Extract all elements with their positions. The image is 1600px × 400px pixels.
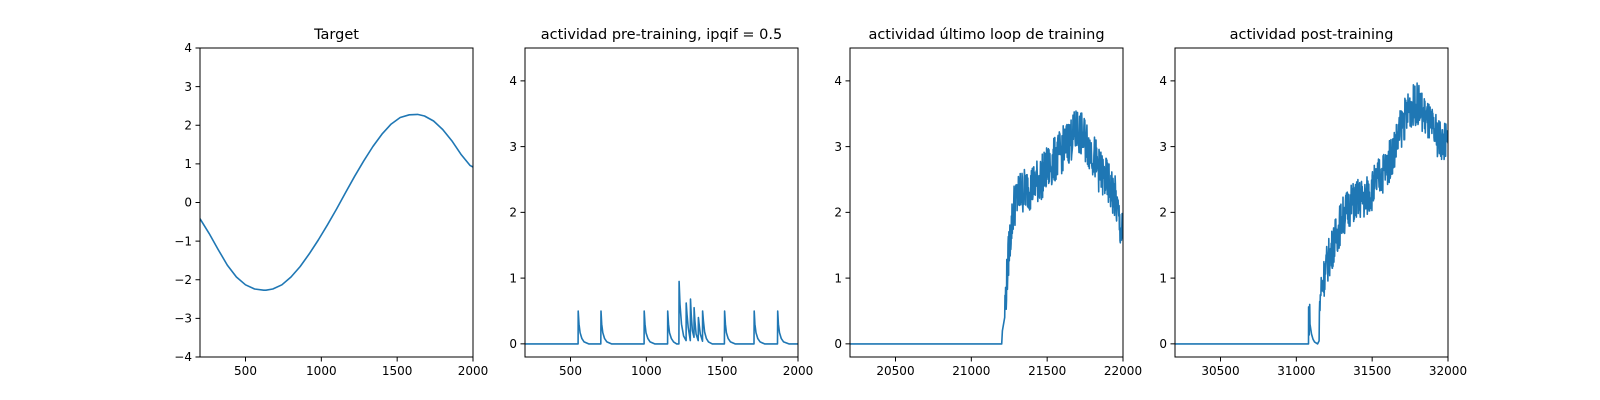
y-tick-label: 0	[834, 337, 842, 351]
x-tick-label: 31500	[1353, 364, 1391, 378]
subplot-title: actividad último loop de training	[868, 27, 1104, 43]
y-tick-label: 3	[1159, 140, 1167, 154]
y-tick-label: 3	[834, 140, 842, 154]
y-tick-label: −1	[174, 234, 192, 248]
y-tick-label: 2	[184, 118, 192, 132]
y-tick-label: 3	[509, 140, 517, 154]
x-tick-label: 21500	[1028, 364, 1066, 378]
x-tick-label: 32000	[1429, 364, 1467, 378]
y-tick-label: 1	[509, 271, 517, 285]
x-tick-label: 31000	[1277, 364, 1315, 378]
y-tick-label: 2	[834, 206, 842, 220]
x-tick-label: 2000	[458, 364, 489, 378]
series-line	[1175, 82, 1448, 345]
y-tick-label: 4	[1159, 74, 1167, 88]
y-tick-label: 0	[184, 196, 192, 210]
y-tick-label: 2	[509, 206, 517, 220]
y-tick-label: 4	[509, 74, 517, 88]
y-tick-label: 1	[1159, 271, 1167, 285]
x-tick-label: 1500	[707, 364, 738, 378]
y-tick-label: 4	[834, 74, 842, 88]
axes-frame	[524, 47, 799, 358]
x-tick-label: 500	[559, 364, 582, 378]
x-tick-label: 1500	[382, 364, 413, 378]
axes-frame	[1174, 47, 1449, 358]
y-tick-label: 0	[1159, 337, 1167, 351]
y-tick-label: 0	[509, 337, 517, 351]
x-tick-label: 20500	[876, 364, 914, 378]
y-tick-label: −4	[174, 350, 192, 364]
series-line	[850, 110, 1123, 345]
y-tick-label: 4	[184, 41, 192, 55]
subplot-1: Target 500 1000 1500 2000 −4 −3 −2 −1 0 1 2 3 4	[174, 27, 488, 378]
y-tick-label: 1	[184, 157, 192, 171]
y-tick-label: 1	[834, 271, 842, 285]
x-tick-label: 1000	[306, 364, 337, 378]
y-tick-label: −2	[174, 273, 192, 287]
x-tick-label: 22000	[1104, 364, 1142, 378]
subplot-title: actividad post-training	[1230, 27, 1394, 43]
x-tick-label: 21000	[952, 364, 990, 378]
x-tick-label: 500	[234, 364, 257, 378]
x-tick-label: 2000	[783, 364, 814, 378]
x-tick-label: 1000	[631, 364, 662, 378]
subplot-title: actividad pre-training, ipqif = 0.5	[541, 27, 782, 43]
y-tick-label: 3	[184, 80, 192, 94]
series-line	[200, 113, 473, 292]
subplot-title: Target	[313, 27, 359, 43]
axes-frame	[849, 47, 1124, 358]
x-tick-label: 30500	[1201, 364, 1239, 378]
y-tick-label: −3	[174, 312, 192, 326]
axes-frame	[199, 47, 474, 358]
series-line	[525, 280, 798, 345]
y-tick-label: 2	[1159, 206, 1167, 220]
